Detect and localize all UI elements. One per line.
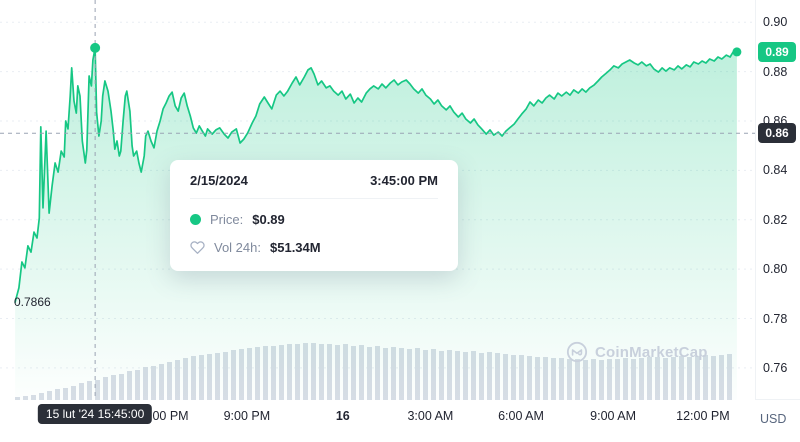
tooltip-time: 3:45:00 PM — [370, 173, 438, 188]
last-price-dot — [732, 47, 742, 57]
tooltip-price-row: Price: $0.89 — [190, 212, 438, 227]
time-axis-label: 3:00 AM — [407, 409, 454, 423]
current-price-badge: 0.89 — [758, 41, 796, 62]
heart-icon — [190, 241, 205, 254]
low-price-annotation: 0.7866 — [14, 295, 51, 310]
price-line — [14, 47, 738, 304]
time-axis-label: 12:00 PM — [676, 409, 730, 423]
time-axis[interactable]: 15 lut '24 15:45:00 USD 6:00 PM 9:00 PM 16… — [0, 400, 800, 442]
chart-tooltip: 2/15/2024 3:45:00 PM Price: $0.89 Vol 24… — [170, 160, 458, 271]
crosshair-price-badge: 0.86 — [758, 123, 796, 144]
tooltip-header: 2/15/2024 3:45:00 PM — [190, 173, 438, 199]
time-axis-label: 6:00 PM — [142, 409, 189, 423]
price-axis-label: 0.90 — [763, 15, 788, 30]
tooltip-volume-row: Vol 24h: $51.34M — [190, 240, 438, 255]
hover-point-dot — [90, 42, 101, 53]
watermark-text: CoinMarketCap — [595, 343, 708, 361]
price-axis-label: 0.78 — [763, 311, 788, 326]
time-axis-label: 9:00 AM — [590, 409, 637, 423]
time-axis-label: 6:00 AM — [498, 409, 544, 423]
price-axis-label: 0.80 — [763, 262, 788, 277]
price-axis[interactable]: 0.89 0.86 0.90 0.88 0.86 0.84 0.82 0.80 0.78 0.… — [755, 0, 800, 400]
tooltip-price-value: $0.89 — [252, 212, 285, 227]
price-axis-label: 0.88 — [763, 64, 788, 79]
time-axis-label: 9:00 PM — [223, 409, 271, 423]
price-series-dot-icon — [190, 214, 201, 225]
price-axis-label: 0.76 — [763, 360, 788, 375]
tooltip-date: 2/15/2024 — [190, 173, 248, 188]
coinmarketcap-logo-icon — [566, 341, 588, 363]
price-axis-label: 0.84 — [763, 163, 788, 178]
tooltip-price-label: Price: — [210, 212, 244, 227]
price-axis-label: 0.82 — [763, 212, 788, 227]
coinmarketcap-watermark: CoinMarketCap — [566, 341, 708, 363]
chart-canvas[interactable]: 0.7866 CoinMarketCap 2/15/2024 3:45:00 P… — [0, 0, 756, 401]
crosshair-time-badge: 15 lut '24 15:45:00 — [37, 404, 153, 424]
tooltip-volume-label: Vol 24h: — [214, 240, 261, 255]
time-axis-label: 16 — [335, 409, 350, 423]
tooltip-volume-value: $51.34M — [270, 240, 321, 255]
currency-label: USD — [760, 412, 787, 426]
